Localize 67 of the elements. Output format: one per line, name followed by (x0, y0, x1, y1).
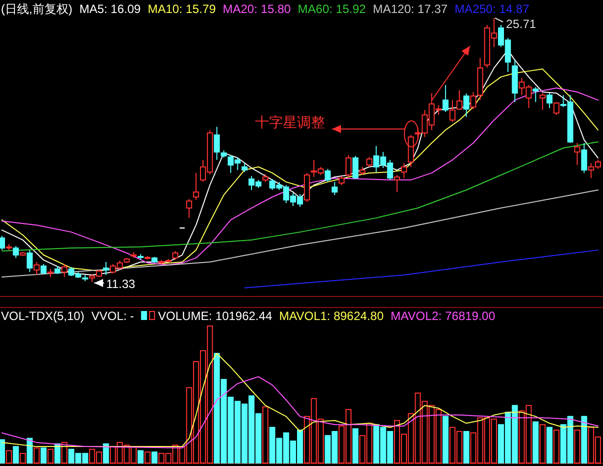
bar (26, 438, 33, 464)
bar (34, 447, 40, 464)
candlestick (346, 154, 352, 178)
chart-title: VOL-TDX(5,10) (1, 309, 84, 323)
bar (553, 430, 560, 464)
bar (54, 443, 60, 464)
candlestick (40, 264, 47, 275)
text: MA20: 15.80 (222, 2, 292, 16)
candlestick (12, 246, 19, 258)
candlestick (61, 264, 68, 278)
bar (48, 448, 54, 464)
candlestick (442, 84, 449, 112)
candlestick (0, 235, 5, 251)
bar (532, 421, 539, 464)
bar (151, 452, 158, 464)
chart-title: (日线,前复权) (1, 2, 72, 16)
text: MA5: 16.09 (79, 2, 142, 16)
candlestick (400, 162, 407, 179)
candlestick (574, 142, 580, 166)
candlestick (581, 142, 588, 174)
text: MA250: 14.87 (454, 2, 530, 16)
text: MAVOL2: 76819.00 (390, 309, 496, 323)
bar (546, 426, 552, 464)
bar (12, 446, 19, 464)
bar (61, 442, 68, 464)
candlestick (26, 250, 33, 273)
bar (102, 443, 109, 464)
annotation: 25.71 (506, 17, 536, 31)
candlestick (193, 172, 200, 200)
legend-label: VOLUME: 101962.44 (158, 309, 272, 323)
candlestick (463, 92, 470, 118)
bar (20, 452, 26, 464)
bar (574, 430, 580, 464)
candlestick (352, 155, 358, 180)
candlestick (34, 261, 40, 276)
candlestick (214, 126, 220, 160)
bar (262, 406, 268, 464)
bar (442, 416, 449, 464)
candlestick (540, 92, 546, 110)
candlestick (470, 91, 476, 110)
candlestick (394, 174, 400, 193)
text: MAVOL1: 89624.80 (279, 309, 384, 323)
candlestick (324, 168, 331, 182)
bar (0, 439, 5, 464)
candlestick (546, 92, 552, 108)
bar (540, 424, 546, 464)
bar (581, 416, 588, 464)
bar (144, 452, 151, 464)
text: MA10: 15.79 (148, 2, 216, 16)
candlestick (102, 261, 109, 276)
bar (463, 430, 470, 464)
candlestick (532, 86, 539, 103)
bar (352, 428, 358, 464)
candlestick (332, 181, 338, 196)
candlestick (449, 100, 456, 123)
bar (138, 450, 144, 464)
text: MA120: 17.37 (372, 2, 448, 16)
bar (40, 447, 47, 464)
candlestick (366, 156, 372, 168)
candlestick (553, 102, 560, 116)
text: MA60: 15.92 (298, 2, 366, 16)
candlestick (456, 89, 462, 110)
annotation: 十字星调整 (255, 114, 325, 130)
text: VVOL: - (91, 309, 134, 323)
annotation: 11.33 (106, 277, 136, 291)
candlestick (186, 198, 192, 218)
bar (6, 450, 12, 464)
